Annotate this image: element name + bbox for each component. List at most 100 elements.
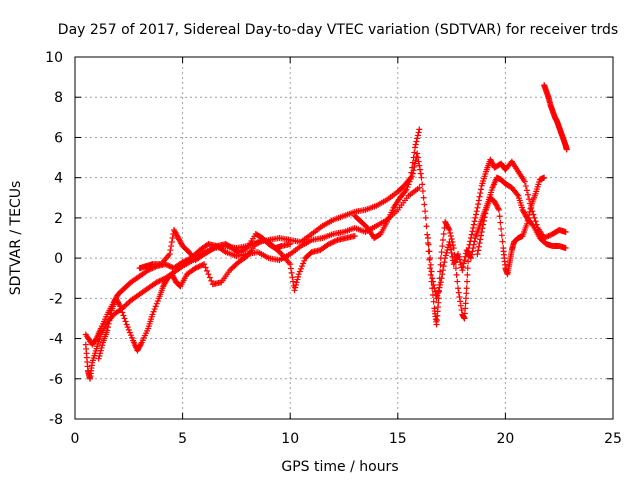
data-point [527,205,534,212]
data-point [121,315,128,322]
data-point [435,287,442,294]
data-point [290,278,297,285]
data-point [432,288,439,295]
data-point [439,267,446,274]
data-point [167,247,174,254]
data-point [439,237,446,244]
data-point [442,252,449,259]
data-point [424,231,431,238]
data-point [447,229,454,236]
data-point [425,241,432,248]
data-point [289,274,296,281]
data-point [422,208,429,215]
data-point [429,275,436,282]
data-point [445,225,452,232]
data-point [465,258,472,265]
data-point [524,217,531,224]
data-point [562,245,569,252]
data-point [420,194,427,201]
data-point [480,221,487,228]
data-point [455,285,462,292]
x-tick-labels: 0 5 10 15 20 25 [71,431,622,447]
data-point [531,214,538,221]
data-point [468,251,475,258]
data-point [446,226,453,233]
data-point [563,146,570,153]
y-tick-label: 0 [54,251,63,267]
data-point [529,221,536,228]
data-point [475,243,482,250]
data-point [417,166,424,173]
x-axis-label: GPS time / hours [281,459,398,475]
data-point [525,214,532,221]
data-point [497,219,504,226]
y-tick-label: -4 [49,332,63,348]
data-point [419,181,426,188]
data-point [448,236,455,243]
data-point [427,265,434,272]
y-axis-label: SDTVAR / TECUs [8,181,24,296]
data-point [300,260,307,267]
data-point [480,217,487,224]
data-point [457,302,464,309]
data-point [475,197,482,204]
data-point [411,163,418,170]
data-point [293,279,300,286]
data-point [481,214,488,221]
data-point [474,251,481,258]
data-point [470,241,477,248]
data-point [482,210,489,217]
data-point [541,174,548,181]
data-point [137,340,144,347]
data-point [434,289,441,296]
data-point [205,271,212,278]
data-point [526,208,533,215]
data-point [127,332,134,339]
data-point [462,300,469,307]
data-point [119,309,126,316]
data-point [412,144,419,151]
data-point [149,311,156,318]
data-point [117,303,124,310]
data-point [458,307,465,314]
data-point [461,257,468,264]
data-point [151,306,158,313]
data-point [120,312,127,319]
y-tick-label: 6 [54,130,63,146]
data-point [296,268,303,275]
data-point [301,257,308,264]
data-point [444,247,451,254]
data-point [447,232,454,239]
x-tick-label: 10 [281,431,299,447]
data-point [526,211,533,218]
data-point [124,324,131,331]
y-tick-label: 8 [54,90,63,106]
x-tick-label: 25 [604,431,622,447]
data-point [476,240,483,247]
data-point [106,317,113,324]
data-point [434,292,441,299]
data-point [426,248,433,255]
data-point [522,183,529,190]
data-point [292,284,299,291]
data-point [446,239,453,246]
data-point [498,232,505,239]
x-tick-label: 0 [71,431,80,447]
data-point [436,284,443,291]
data-point [123,321,130,328]
data-point [457,298,464,305]
data-point [496,213,503,220]
data-point [152,303,159,310]
series-arc-f [424,174,569,302]
data-point [168,239,175,246]
data-point [457,259,464,266]
data-point [524,191,531,198]
data-point [416,126,423,133]
y-tick-label: -8 [49,412,63,428]
data-point [413,138,420,145]
data-point [169,235,176,241]
data-point [99,342,106,349]
data-point [294,276,301,283]
data-point [116,302,123,309]
data-point [414,132,421,139]
